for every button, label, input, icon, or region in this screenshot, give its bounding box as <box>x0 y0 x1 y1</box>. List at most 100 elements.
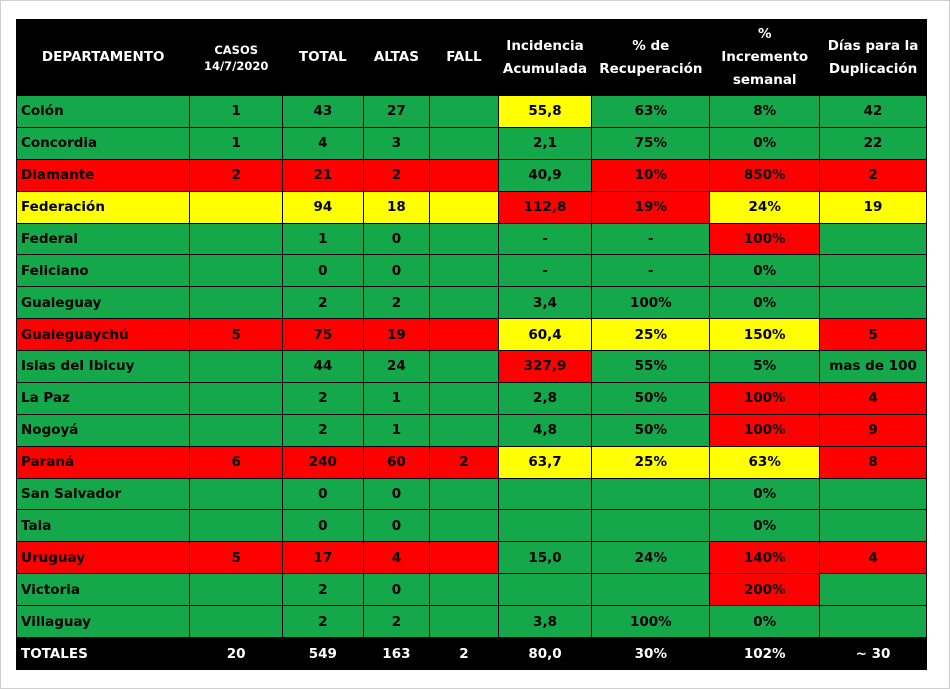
cell-incremento: 0% <box>709 605 821 638</box>
header-row: DEPARTAMENTO CASOS 14/7/2020 TOTAL ALTAS FALL… <box>15 19 927 96</box>
cell-incidencia <box>497 509 593 543</box>
cell-casos: 5 <box>189 541 284 575</box>
cell-incremento: 0% <box>709 254 821 288</box>
header-total-line: TOTAL <box>298 49 347 65</box>
cell-total: 1 <box>282 222 364 256</box>
cell-incremento: 850% <box>709 158 821 192</box>
header-casos-line: 14/7/2020 <box>203 58 269 73</box>
cell-total: 0 <box>282 509 364 543</box>
cell-duplicacion: 9 <box>819 413 927 447</box>
cell-departamento: Concordia <box>15 126 191 160</box>
cell-duplicacion <box>819 605 927 638</box>
cell-total: 2 <box>282 413 364 447</box>
cell-recuperacion: 10% <box>591 158 711 192</box>
total-altas: 163 <box>362 637 431 670</box>
cell-recuperacion: 50% <box>591 381 711 415</box>
cell-casos <box>189 222 284 256</box>
cell-recuperacion <box>591 477 711 511</box>
cell-casos: 2 <box>189 158 284 192</box>
cell-departamento: Villaguay <box>15 605 191 638</box>
cell-altas: 27 <box>362 95 431 128</box>
cell-casos <box>189 477 284 511</box>
cell-duplicacion: 19 <box>819 190 927 224</box>
cell-incremento: 5% <box>709 350 821 383</box>
cell-casos <box>189 190 284 224</box>
table-row: Colón 1 43 27 55,8 63% 8% 42 <box>15 95 927 128</box>
cell-total: 2 <box>282 286 364 320</box>
header-total: TOTAL <box>282 19 364 96</box>
cell-total: 240 <box>282 445 364 479</box>
cell-fall <box>429 509 499 543</box>
cell-departamento: Tala <box>15 509 191 543</box>
cell-altas: 0 <box>362 254 431 288</box>
cell-duplicacion <box>819 509 927 543</box>
cell-altas: 2 <box>362 158 431 192</box>
cell-incremento: 150% <box>709 318 821 351</box>
cell-casos <box>189 254 284 288</box>
cell-casos: 6 <box>189 445 284 479</box>
cell-fall: 2 <box>429 445 499 479</box>
cell-recuperacion: 100% <box>591 286 711 320</box>
cell-recuperacion: 50% <box>591 413 711 447</box>
cell-casos <box>189 605 284 638</box>
header-incremento-line: semanal <box>732 72 797 88</box>
cell-fall <box>429 126 499 160</box>
total-departamento: TOTALES <box>15 637 191 670</box>
header-recuperacion: % de Recuperación <box>591 19 711 96</box>
total-incidencia: 80,0 <box>497 637 593 670</box>
cell-departamento: Uruguay <box>15 541 191 575</box>
cell-fall <box>429 318 499 351</box>
cell-total: 21 <box>282 158 364 192</box>
cell-incidencia: 15,0 <box>497 541 593 575</box>
table-row: Victoria 2 0 200% <box>15 573 927 606</box>
cell-incidencia: 60,4 <box>497 318 593 351</box>
header-casos-line: CASOS <box>214 42 259 57</box>
table-row: San Salvador 0 0 0% <box>15 477 927 511</box>
table-row: La Paz 2 1 2,8 50% 100% 4 <box>15 381 927 415</box>
covid-departments-table: DEPARTAMENTO CASOS 14/7/2020 TOTAL ALTAS FALL… <box>15 19 927 670</box>
cell-fall <box>429 573 499 606</box>
cell-recuperacion: 25% <box>591 445 711 479</box>
header-duplicacion-line: Días para la <box>827 37 919 54</box>
cell-altas: 2 <box>362 605 431 638</box>
table-row: Villaguay 2 2 3,8 100% 0% <box>15 605 927 638</box>
cell-total: 75 <box>282 318 364 351</box>
table-row: Feliciano 0 0- -0% <box>15 254 927 288</box>
cell-total: 17 <box>282 541 364 575</box>
cell-duplicacion: mas de 100 <box>819 350 927 383</box>
header-incidencia-line: Acumulada <box>502 60 588 77</box>
total-duplicacion: ~ 30 <box>819 637 927 670</box>
cell-total: 4 <box>282 126 364 160</box>
cell-recuperacion: 19% <box>591 190 711 224</box>
cell-departamento: La Paz <box>15 381 191 415</box>
header-incidencia-line: Incidencia <box>506 37 584 54</box>
cell-duplicacion: 8 <box>819 445 927 479</box>
cell-total: 0 <box>282 477 364 511</box>
cell-incremento: 100% <box>709 222 821 256</box>
cell-altas: 2 <box>362 286 431 320</box>
cell-incremento: 24% <box>709 190 821 224</box>
table-row: Gualeguay 2 2 3,4 100% 0% <box>15 286 927 320</box>
cell-departamento: Gualeguaychú <box>15 318 191 351</box>
cell-fall <box>429 158 499 192</box>
header-departamento-line: DEPARTAMENTO <box>41 49 165 65</box>
cell-departamento: Colón <box>15 95 191 128</box>
cell-duplicacion: 4 <box>819 381 927 415</box>
cell-recuperacion <box>591 573 711 606</box>
total-casos: 20 <box>189 637 284 670</box>
cell-duplicacion <box>819 573 927 606</box>
cell-casos <box>189 286 284 320</box>
cell-incremento: 100% <box>709 413 821 447</box>
cell-recuperacion: 25% <box>591 318 711 351</box>
cell-total: 2 <box>282 605 364 638</box>
cell-casos <box>189 350 284 383</box>
cell-recuperacion: 24% <box>591 541 711 575</box>
cell-recuperacion: 55% <box>591 350 711 383</box>
cell-duplicacion <box>819 254 927 288</box>
cell-departamento: Federal <box>15 222 191 256</box>
cell-casos <box>189 381 284 415</box>
cell-fall <box>429 541 499 575</box>
cell-fall <box>429 381 499 415</box>
cell-departamento: San Salvador <box>15 477 191 511</box>
header-incidencia: Incidencia Acumulada <box>497 19 593 96</box>
